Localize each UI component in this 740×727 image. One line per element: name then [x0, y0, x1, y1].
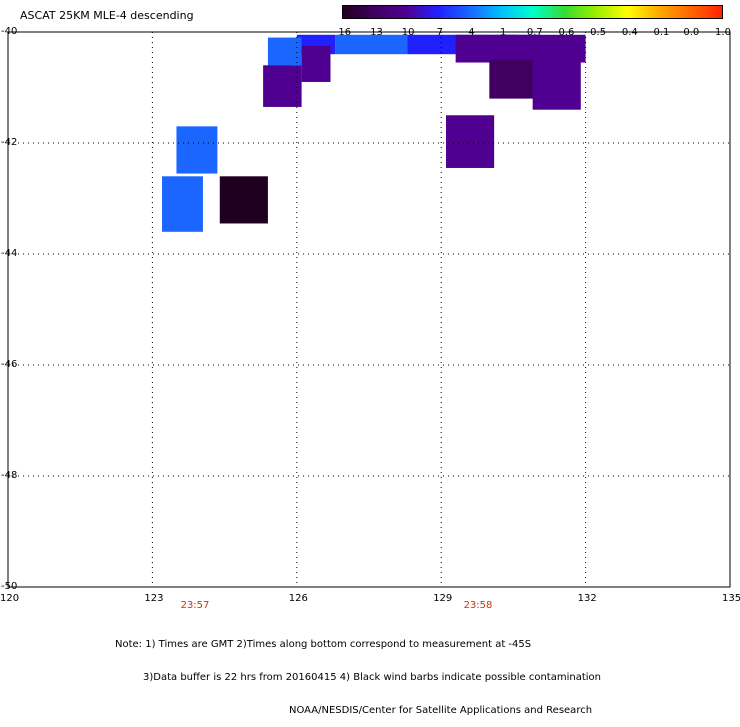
wind-data-cell [267, 37, 302, 66]
latitude-label: -40 [1, 26, 18, 37]
notes: Note: 1) Times are GMT 2)Times along bot… [115, 617, 601, 727]
wind-data-cell [503, 34, 586, 63]
longitude-label: 132 [577, 593, 597, 604]
longitude-label: 126 [288, 593, 308, 604]
longitude-label: 120 [0, 593, 20, 604]
map-title: ASCAT 25KM MLE-4 descending [20, 9, 194, 22]
wind-data-cell [335, 34, 408, 55]
longitude-label: 129 [433, 593, 453, 604]
map-plot [7, 31, 731, 588]
wind-data-cell [446, 115, 495, 168]
note-line-3: NOAA/NESDIS/Center for Satellite Applica… [289, 705, 593, 716]
time-label-2: 23:58 [463, 600, 493, 611]
longitude-label: 123 [144, 593, 164, 604]
latitude-label: -50 [1, 581, 18, 592]
wind-data-cell [219, 176, 268, 224]
time-label-1: 23:57 [180, 600, 210, 611]
wind-data-cell [263, 65, 302, 107]
color-scale-bar [342, 5, 723, 19]
wind-data-cell [532, 59, 581, 110]
latitude-label: -44 [1, 248, 18, 259]
latitude-label: -46 [1, 359, 18, 370]
longitude-label: 135 [722, 593, 740, 604]
plot-frame [7, 31, 731, 588]
wind-data-cell [162, 176, 203, 232]
wind-data-cell [176, 126, 218, 174]
latitude-label: -48 [1, 470, 18, 481]
wind-data-cell [301, 45, 331, 82]
note-line-1: Note: 1) Times are GMT 2)Times along bot… [115, 639, 532, 650]
latitude-label: -42 [1, 137, 18, 148]
note-line-2: 3)Data buffer is 22 hrs from 20160415 4)… [143, 672, 601, 683]
